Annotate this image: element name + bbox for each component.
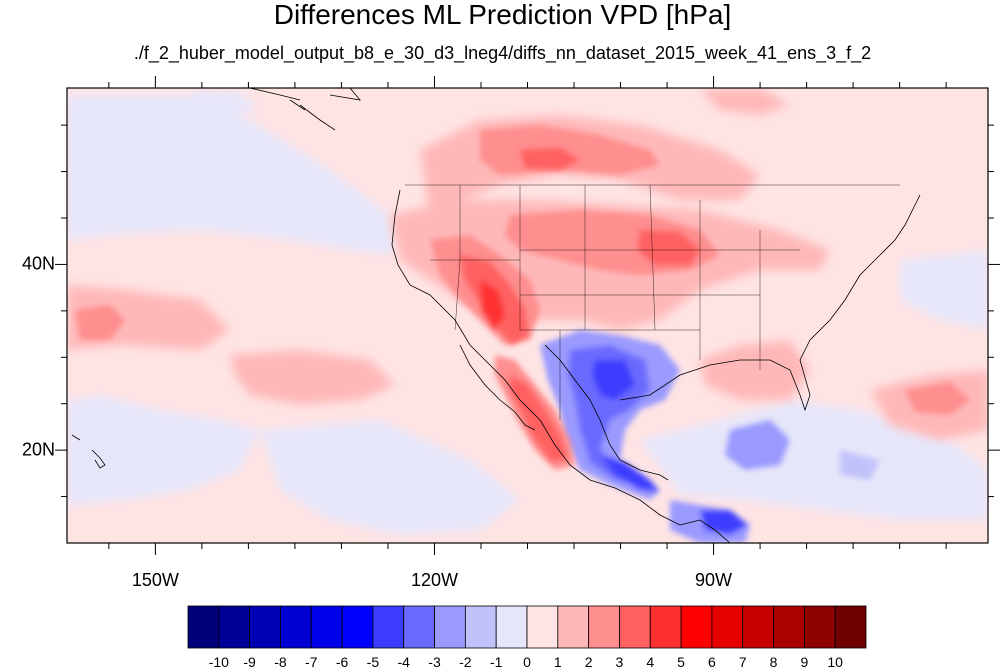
colorbar-label: 9	[800, 654, 809, 670]
colorbar-label: -3	[428, 654, 441, 670]
colorbar-swatch	[495, 605, 528, 649]
colorbar-swatch	[249, 605, 281, 649]
colorbar-swatch	[280, 605, 312, 649]
colorbar-swatch	[464, 605, 497, 649]
colorbar-label: -10	[208, 654, 229, 670]
colorbar-label: 8	[769, 654, 778, 670]
colorbar-label: -4	[397, 654, 410, 670]
colorbar-label: -1	[489, 654, 503, 670]
colorbar-label: 7	[738, 654, 747, 670]
colorbar-swatch	[341, 605, 374, 649]
colorbar-label: 10	[827, 654, 843, 670]
colorbar-label: 1	[553, 654, 562, 670]
colorbar-swatch	[526, 605, 559, 649]
colorbar-swatch	[803, 605, 836, 649]
colorbar-swatch	[403, 605, 435, 649]
axis-ticks	[55, 76, 1000, 555]
lat-label: 40N	[22, 253, 56, 274]
plot-area	[67, 88, 988, 543]
colorbar-swatch	[834, 605, 867, 649]
colorbar-label: 3	[615, 654, 624, 670]
colorbar-label: -8	[274, 654, 287, 670]
colorbar-label: 4	[646, 654, 655, 670]
colorbar-label: -7	[305, 654, 318, 670]
colorbar-label: -5	[366, 654, 380, 670]
colorbar-swatch	[680, 605, 713, 649]
colorbar-label: 6	[708, 654, 716, 670]
colorbar-swatch	[434, 605, 466, 649]
colorbar-swatch	[649, 605, 682, 649]
colorbar-swatch	[310, 605, 343, 649]
lon-label: 90W	[695, 570, 733, 590]
map-title: Differences ML Prediction VPD [hPa]	[273, 0, 732, 30]
colorbar-swatch	[742, 605, 774, 649]
state-boundaries	[405, 184, 900, 420]
lat-label: 20N	[22, 439, 56, 460]
lon-label: 120W	[410, 570, 458, 590]
colorbar-swatch	[588, 605, 620, 649]
colorbar-swatch	[557, 605, 590, 649]
negative-anomaly-strong	[540, 330, 880, 543]
lon-label: 150W	[131, 570, 179, 590]
colorbar-label: -6	[335, 654, 349, 670]
colorbar-swatch	[773, 605, 805, 649]
coastline-map	[71, 88, 921, 543]
colorbar-swatch	[218, 605, 251, 649]
colorbar-label: -9	[243, 654, 256, 670]
colorbar-label: -2	[459, 654, 472, 670]
colorbar-swatch	[187, 605, 220, 649]
colorbar-label: 0	[523, 654, 531, 670]
colorbar-label: 2	[584, 654, 593, 670]
negative-anomaly-light	[67, 90, 988, 535]
colorbar-swatch	[619, 605, 651, 649]
colorbar-swatch	[372, 605, 405, 649]
colorbar-swatch	[711, 605, 744, 649]
map-subtitle: ./f_2_huber_model_output_b8_e_30_d3_lneg…	[133, 43, 872, 63]
colorbar-label: 5	[677, 654, 685, 670]
